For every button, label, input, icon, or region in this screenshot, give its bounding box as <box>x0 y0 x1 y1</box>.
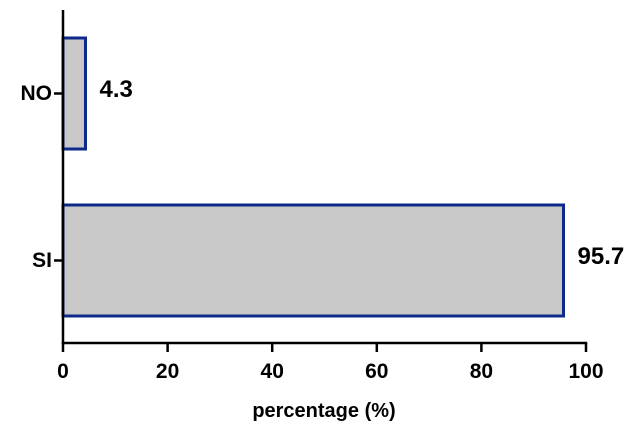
bar-no <box>61 36 87 151</box>
bars-layer <box>61 36 566 318</box>
x-tick-label-20: 20 <box>156 360 179 383</box>
data-label-si: 95.7 <box>578 243 625 270</box>
x-tick-label-60: 60 <box>365 360 388 383</box>
x-tick-label-40: 40 <box>261 360 284 383</box>
category-label-no: NO <box>21 82 53 105</box>
x-tick-label-0: 0 <box>57 360 69 383</box>
x-tick-label-100: 100 <box>568 360 603 383</box>
category-label-si: SI <box>32 249 52 272</box>
labels-layer: 4.3 NO 95.7 SI 0 20 40 60 80 100 <box>21 76 625 383</box>
x-axis-title: percentage (%) <box>252 400 395 422</box>
bar-si <box>61 203 566 318</box>
axes-layer <box>54 10 588 352</box>
x-tick-label-80: 80 <box>470 360 493 383</box>
data-label-no: 4.3 <box>99 76 132 103</box>
